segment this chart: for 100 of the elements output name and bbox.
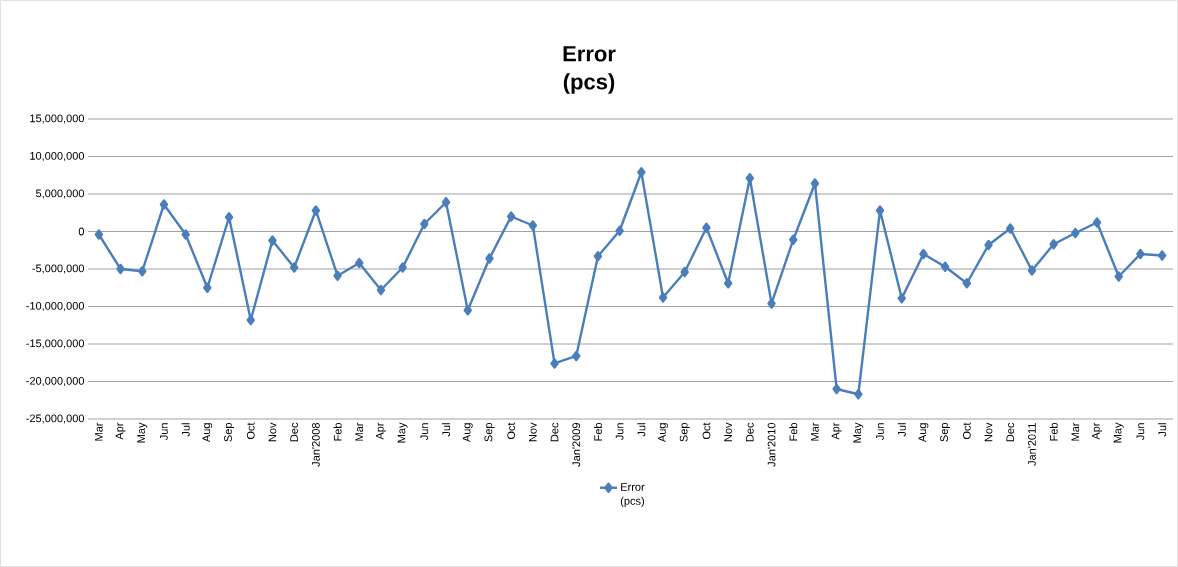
point: [463, 305, 472, 316]
point: [810, 178, 820, 189]
x-tick-label: Apr: [1092, 422, 1102, 440]
x-tick-label: Nov: [984, 422, 993, 442]
x-tick-label: Apr: [376, 422, 386, 440]
x-tick-label: Jul: [442, 423, 451, 437]
x-tick-label: Jun: [160, 423, 168, 441]
x-tick-label: Dec: [290, 422, 298, 442]
y-tick-label: 5,000,000: [35, 189, 85, 199]
x-tick-label: Jul: [637, 423, 646, 437]
point: [224, 212, 234, 223]
x-tick-label: Feb: [333, 422, 342, 441]
x-tick-label: Mar: [355, 422, 364, 441]
x-tick-label: Jan'2011: [1028, 423, 1036, 466]
x-tick-label: Nov: [724, 422, 732, 442]
point: [94, 229, 104, 240]
x-tick-label: Feb: [789, 422, 798, 441]
x-tick-label: Apr: [115, 422, 126, 440]
point: [1092, 217, 1102, 228]
point: [572, 350, 581, 362]
point: [159, 199, 169, 210]
point: [116, 263, 125, 275]
x-tick-label: Feb: [1049, 422, 1058, 441]
x-tick-label: Aug: [658, 423, 668, 443]
chart-title: Error (pcs): [563, 46, 616, 94]
x-tick-label: Jul: [1158, 423, 1167, 437]
point: [1071, 227, 1080, 239]
point: [680, 266, 689, 278]
point: [637, 167, 646, 178]
x-tick-label: May: [137, 422, 148, 443]
point: [1157, 250, 1167, 261]
point: [138, 266, 147, 277]
point: [506, 211, 516, 222]
point: [441, 197, 451, 208]
point: [268, 235, 277, 246]
x-tick-label: Nov: [529, 422, 537, 442]
x-tick-label: Oct: [702, 422, 711, 440]
point: [485, 253, 494, 264]
y-tick-label: -15,000,000: [26, 339, 85, 349]
point: [832, 383, 841, 395]
x-tick-label: Feb: [593, 422, 602, 441]
point: [615, 225, 624, 236]
point: [289, 262, 299, 273]
x-tick-label: Sep: [224, 422, 235, 442]
point: [355, 257, 364, 269]
y-tick-label: -20,000,000: [26, 376, 85, 387]
x-tick-label: May: [853, 422, 864, 443]
x-tick-label: Jun: [876, 423, 884, 441]
y-tick-label: -25,000,000: [26, 414, 85, 424]
point: [940, 261, 950, 272]
point: [1027, 265, 1037, 276]
x-tick-label: Aug: [918, 423, 929, 443]
y-tick-label: 10,000,000: [30, 151, 85, 162]
y-tick-label: -10,000,000: [26, 301, 85, 312]
point: [984, 239, 993, 251]
point: [398, 262, 407, 273]
point: [875, 205, 885, 216]
x-tick-label: Oct: [962, 422, 971, 440]
point: [1114, 271, 1123, 282]
x-tick-label: Aug: [462, 423, 473, 443]
x-tick-label: Aug: [202, 423, 213, 443]
point: [919, 248, 928, 260]
point: [1006, 223, 1015, 234]
x-tick-label: Jan'2008: [311, 423, 320, 467]
x-tick-label: May: [397, 422, 408, 443]
x-tick-label: Dec: [746, 422, 754, 442]
point: [333, 270, 342, 281]
x-tick-label: Mar: [811, 422, 819, 441]
x-tick-label: Jan'2009: [572, 423, 581, 467]
x-tick-label: Dec: [1006, 422, 1015, 442]
y-tick-label: -5,000,000: [32, 264, 85, 274]
x-tick-label: Jul: [897, 423, 906, 437]
x-tick-label: May: [1113, 422, 1124, 443]
point: [311, 205, 321, 216]
x-tick-label: Jun: [420, 423, 429, 441]
point: [854, 389, 863, 400]
point: [767, 298, 776, 309]
x-tick-label: Sep: [679, 422, 690, 442]
point: [745, 173, 755, 184]
point: [1136, 248, 1145, 260]
point: [593, 251, 603, 262]
x-tick-label: Dec: [550, 422, 559, 442]
point: [550, 358, 559, 369]
x-tick-label: Mar: [95, 422, 103, 441]
x-tick-label: Oct: [507, 422, 516, 440]
point: [897, 293, 906, 304]
legend-label: Error (pcs): [620, 483, 645, 508]
x-tick-label: Nov: [268, 422, 277, 442]
point: [528, 220, 538, 231]
y-tick-label: 0: [78, 227, 85, 236]
point: [723, 278, 733, 289]
x-tick-label: Mar: [1071, 422, 1080, 441]
x-tick-label: Sep: [484, 422, 495, 442]
x-tick-label: Jun: [1136, 423, 1145, 441]
x-tick-label: Sep: [940, 422, 951, 442]
point: [658, 292, 668, 303]
point: [962, 278, 972, 289]
point: [203, 282, 212, 293]
point: [376, 284, 386, 296]
point: [702, 222, 711, 233]
